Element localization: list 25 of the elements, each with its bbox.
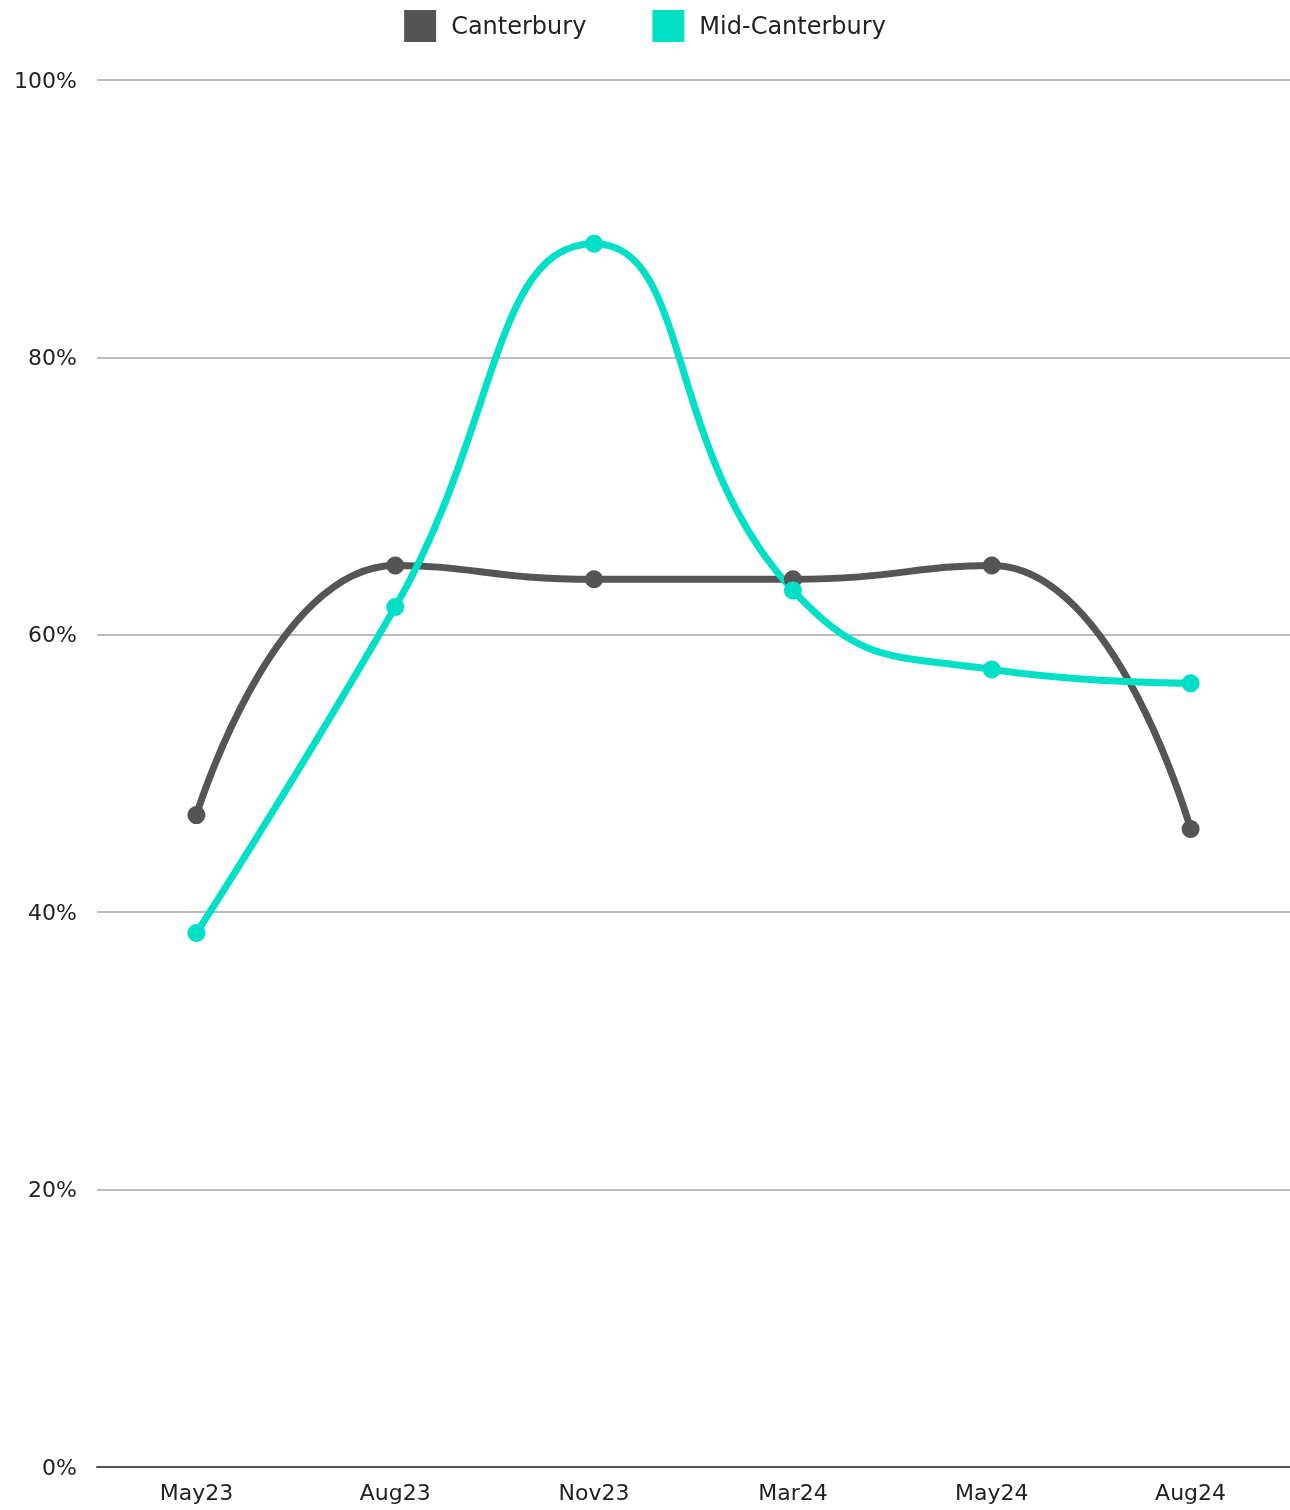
point (1181, 819, 1200, 838)
point (187, 806, 206, 825)
point (982, 660, 1001, 679)
point (783, 581, 802, 600)
x-tick-label: Mar24 (758, 1479, 828, 1505)
y-tick-label: 60% (28, 622, 77, 648)
point (585, 234, 604, 253)
x-tick-label: May24 (955, 1479, 1029, 1505)
y-tick-label: 20% (28, 1177, 77, 1203)
point (187, 924, 206, 942)
point (386, 598, 405, 617)
legend-label: Canterbury (451, 12, 587, 40)
y-tick-label: 40% (28, 899, 77, 925)
x-tick-label: Aug24 (1155, 1479, 1227, 1505)
x-tick-label: Nov23 (558, 1479, 630, 1505)
point (585, 570, 604, 589)
x-tick-label: Aug23 (359, 1479, 431, 1505)
y-tick-label: 100% (14, 67, 77, 93)
legend-label: Mid-Canterbury (699, 12, 886, 40)
point (1181, 674, 1200, 693)
y-tick-label: 0% (42, 1454, 77, 1480)
y-tick-label: 80% (28, 344, 77, 370)
point (982, 556, 1001, 575)
point (386, 556, 405, 575)
x-tick-label: May23 (159, 1479, 234, 1505)
